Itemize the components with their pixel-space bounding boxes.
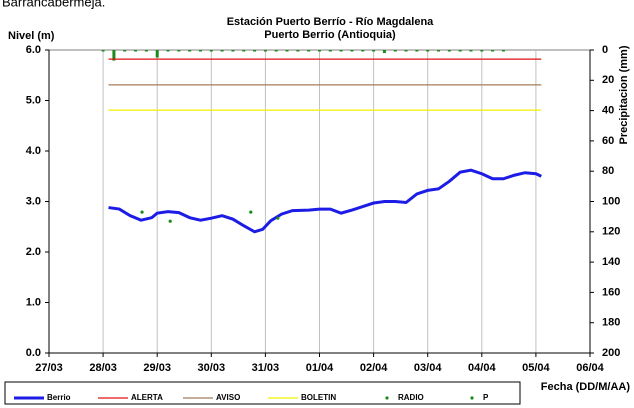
precip-bar [426, 50, 430, 52]
precip-bar [415, 50, 419, 52]
precip-bar [307, 50, 311, 52]
precip-bar [458, 50, 462, 52]
y-tick-label: 5.0 [26, 94, 41, 106]
precip-bar [177, 50, 181, 52]
legend-label: Berrio [47, 393, 71, 402]
x-tick-label: 28/03 [89, 362, 117, 374]
precip-bar [274, 50, 278, 52]
series-line [108, 168, 542, 234]
precip-bar [263, 50, 267, 52]
y2-tick-label: 120 [602, 226, 620, 238]
legend-label: RADIO [398, 393, 424, 402]
x-tick-label: 05/04 [522, 362, 550, 374]
data-point [276, 216, 280, 220]
precip-bar [285, 50, 289, 52]
y-tick-label: 6.0 [26, 44, 41, 56]
data-point [140, 210, 144, 214]
legend-label: ALERTA [131, 393, 163, 402]
legend-label: P [483, 393, 489, 402]
y2-tick-label: 80 [602, 165, 614, 177]
y-tick-label: 2.0 [26, 246, 41, 258]
precip-bar [209, 50, 213, 52]
precip-bar [134, 50, 138, 52]
y-tick-label: 3.0 [26, 195, 41, 207]
precip-bar [328, 50, 332, 52]
precip-bar [231, 50, 235, 52]
y-tick-label: 0.0 [26, 347, 41, 359]
precip-bar [220, 50, 224, 52]
precip-bar [339, 50, 343, 52]
precip-bar [318, 50, 321, 52]
precip-bar [112, 50, 116, 61]
y2-tick-label: 40 [602, 105, 614, 117]
precip-bar [480, 50, 484, 52]
y-axis-label: Nivel (m) [8, 30, 55, 42]
x-tick-label: 30/03 [198, 362, 226, 374]
y2-axis-label: Precipitacion (mm) [618, 45, 630, 144]
precip-bar [404, 50, 408, 52]
x-tick-label: 01/04 [306, 362, 334, 374]
precip-bar [447, 50, 451, 52]
precip-bar [501, 50, 505, 52]
y2-tick-label: 20 [602, 74, 614, 86]
precip-bar [350, 50, 354, 52]
y2-tick-label: 60 [602, 135, 614, 147]
precip-bar [253, 50, 257, 52]
legend-swatch [385, 396, 389, 400]
precip-bar [198, 50, 202, 52]
precip-bar [382, 50, 386, 54]
y-tick-label: 4.0 [26, 145, 41, 157]
precip-bar [188, 50, 192, 52]
x-tick-label: 03/04 [414, 362, 442, 374]
x-axis-label: Fecha (DD/M/AA) [541, 381, 631, 393]
precip-bar [491, 50, 495, 52]
data-point [249, 210, 253, 214]
x-tick-label: 29/03 [143, 362, 171, 374]
page-caption: Barrancabermeja. [2, 0, 105, 9]
precip-bar [123, 50, 127, 52]
legend-box [4, 381, 521, 405]
precip-bar [155, 50, 159, 58]
y2-tick-label: 200 [602, 347, 620, 359]
y-tick-label: 1.0 [26, 296, 41, 308]
precip-bar [144, 50, 148, 52]
y2-tick-label: 100 [602, 195, 620, 207]
precip-bar [393, 50, 397, 52]
y2-tick-label: 140 [602, 256, 620, 268]
chart-title: Estación Puerto Berrío - Río Magdalena [227, 16, 434, 28]
precip-bar [166, 50, 170, 52]
x-tick-label: 31/03 [252, 362, 280, 374]
precip-bar [372, 50, 376, 52]
legend-label: AVISO [216, 393, 240, 402]
precip-bar [242, 50, 246, 52]
y2-tick-label: 180 [602, 317, 620, 329]
legend-swatch [470, 396, 474, 400]
legend-label: BOLETIN [301, 393, 336, 402]
precip-bar [361, 50, 365, 52]
chart-subtitle: Puerto Berrio (Antioquia) [264, 29, 396, 41]
x-tick-label: 27/03 [35, 362, 63, 374]
precip-bar [469, 50, 473, 52]
precip-bar [101, 50, 105, 52]
y2-tick-label: 160 [602, 286, 620, 298]
y2-tick-label: 0 [602, 44, 608, 56]
data-point [168, 219, 172, 223]
x-tick-label: 04/04 [468, 362, 496, 374]
x-tick-label: 06/04 [576, 362, 604, 374]
x-tick-label: 02/04 [360, 362, 388, 374]
precip-bar [296, 50, 300, 52]
precip-bar [437, 50, 441, 52]
